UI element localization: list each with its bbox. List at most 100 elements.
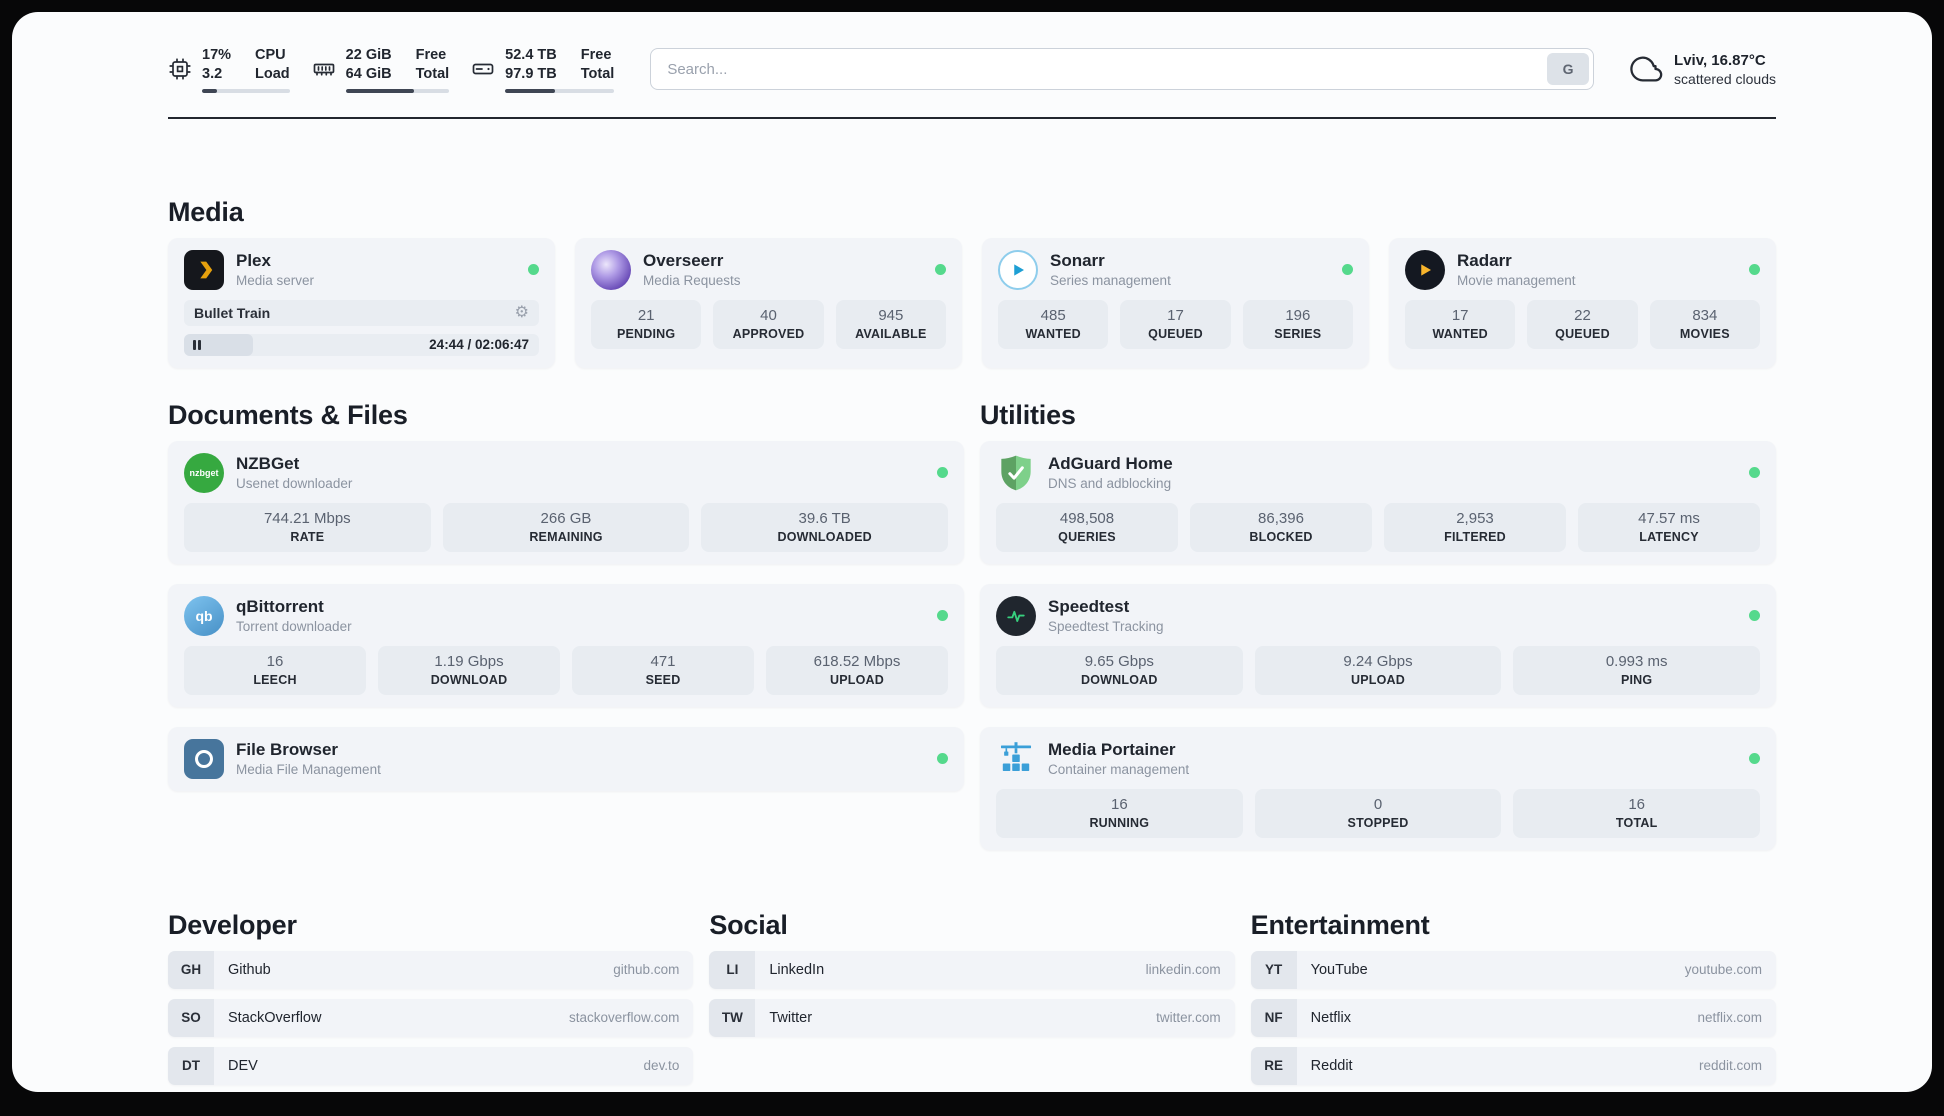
- app-card-speedtest[interactable]: Speedtest Speedtest Tracking 9.65 Gbps D…: [980, 583, 1776, 707]
- stat-label: SEED: [645, 672, 681, 687]
- bookmark-name: StackOverflow: [228, 1009, 322, 1026]
- search-input[interactable]: [655, 60, 1548, 78]
- stat-label: RATE: [290, 529, 325, 544]
- stat-label: UPLOAD: [1351, 672, 1405, 687]
- ram-usage-bar: [345, 88, 450, 93]
- stat-label: PING: [1620, 672, 1653, 687]
- section-heading-developer: Developer: [168, 909, 297, 940]
- stat-box: 17 QUEUED: [1120, 299, 1231, 349]
- bookmark-dev[interactable]: DT DEV dev.to: [168, 1046, 694, 1085]
- stat-box: 9.65 Gbps DOWNLOAD: [996, 645, 1243, 695]
- bookmark-url: netflix.com: [1697, 1010, 1762, 1026]
- app-subtitle: DNS and adblocking: [1048, 476, 1172, 492]
- bookmark-twitter[interactable]: TW Twitter twitter.com: [709, 998, 1235, 1037]
- bookmark-url: reddit.com: [1698, 1058, 1762, 1074]
- portainer-icon: [996, 739, 1036, 779]
- social-section: Social LI LinkedIn linkedin.com TW Twitt…: [709, 910, 1235, 1047]
- bookmark-url: twitter.com: [1156, 1010, 1221, 1026]
- stat-label: QUEUED: [1148, 326, 1203, 341]
- stat-value: 471: [650, 652, 676, 670]
- status-dot: [1749, 610, 1760, 622]
- bookmark-name: Twitter: [769, 1009, 813, 1026]
- cpu-widget: 17% 3.2 CPU Load: [168, 46, 290, 93]
- stat-value: 2,953: [1456, 509, 1494, 527]
- plex-icon: [184, 249, 224, 290]
- stat-value: 834: [1692, 306, 1718, 324]
- bookmark-youtube[interactable]: YT YouTube youtube.com: [1250, 950, 1776, 989]
- system-stats: 17% 3.2 CPU Load: [168, 46, 615, 93]
- cpu-chip-icon: [168, 57, 192, 81]
- playback-progress-bar[interactable]: 24:44 / 02:06:47: [184, 333, 539, 356]
- app-name: Overseerr: [643, 251, 724, 271]
- app-card-filebrowser[interactable]: File Browser Media File Management: [168, 726, 964, 791]
- gear-icon[interactable]: ⚙: [514, 303, 529, 321]
- stat-label: DOWNLOADED: [777, 529, 872, 544]
- disk-free-value: 52.4 TB: [505, 47, 557, 63]
- bookmark-url: linkedin.com: [1145, 962, 1221, 978]
- section-heading-media: Media: [168, 196, 244, 227]
- section-heading-utilities: Utilities: [980, 399, 1076, 430]
- stat-label: REMAINING: [529, 529, 603, 544]
- hard-drive-icon: [471, 57, 495, 81]
- stat-box: 834 MOVIES: [1649, 299, 1760, 349]
- stat-label: LEECH: [253, 672, 297, 687]
- stat-value: 9.65 Gbps: [1084, 652, 1154, 670]
- app-card-sonarr[interactable]: Sonarr Series management 485 WANTED 17 Q…: [982, 237, 1369, 368]
- stat-box: 16 LEECH: [184, 645, 366, 695]
- stat-value: 17: [1167, 306, 1184, 324]
- bookmark-github[interactable]: GH Github github.com: [168, 950, 694, 989]
- bookmark-name: LinkedIn: [769, 961, 825, 978]
- cpu-load-value: 3.2: [202, 65, 223, 82]
- disk-widget: 52.4 TB 97.9 TB Free Total: [471, 46, 615, 93]
- search-engine-button[interactable]: G: [1547, 53, 1590, 86]
- stat-label: SERIES: [1274, 326, 1322, 341]
- stat-box: 39.6 TB DOWNLOADED: [701, 502, 948, 552]
- app-card-portainer[interactable]: Media Portainer Container management 16 …: [980, 726, 1776, 850]
- app-card-nzbget[interactable]: nzbget NZBGet Usenet downloader 744.21 M…: [168, 440, 964, 564]
- app-name: Sonarr: [1050, 251, 1105, 271]
- app-subtitle: Container management: [1048, 762, 1190, 778]
- bookmark-netflix[interactable]: NF Netflix netflix.com: [1250, 998, 1776, 1037]
- pause-icon[interactable]: [193, 339, 201, 350]
- bookmark-url: dev.to: [643, 1058, 680, 1074]
- stat-label: PENDING: [616, 326, 676, 341]
- bookmark-stackoverflow[interactable]: SO StackOverflow stackoverflow.com: [168, 998, 694, 1037]
- bookmark-url: github.com: [613, 962, 680, 978]
- stat-label: QUERIES: [1058, 529, 1116, 544]
- stat-label: DOWNLOAD: [430, 672, 508, 687]
- ram-free-label: Free: [415, 47, 447, 63]
- cpu-label: CPU: [255, 47, 286, 63]
- stat-box: 2,953 FILTERED: [1384, 502, 1566, 552]
- stat-box: 196 SERIES: [1242, 299, 1353, 349]
- app-card-adguard[interactable]: AdGuard Home DNS and adblocking 498,508 …: [980, 440, 1776, 564]
- stat-label: QUEUED: [1555, 326, 1610, 341]
- disk-total-value: 97.9 TB: [505, 65, 557, 82]
- stat-value: 40: [760, 306, 777, 324]
- dashboard-page: 17% 3.2 CPU Load: [12, 12, 1932, 1092]
- filebrowser-icon: [184, 738, 224, 779]
- ram-total-label: Total: [415, 65, 450, 82]
- radarr-icon: [1405, 249, 1445, 290]
- status-dot: [937, 610, 948, 622]
- stat-label: FILTERED: [1444, 529, 1506, 544]
- app-card-overseerr[interactable]: Overseerr Media Requests 21 PENDING 40 A…: [575, 237, 962, 368]
- app-card-qbittorrent[interactable]: qb qBittorrent Torrent downloader 16 LEE…: [168, 583, 964, 707]
- bookmark-abbr: DT: [168, 1046, 214, 1085]
- stat-box: 1.19 Gbps DOWNLOAD: [378, 645, 560, 695]
- app-subtitle: Movie management: [1457, 273, 1576, 289]
- bookmark-linkedin[interactable]: LI LinkedIn linkedin.com: [709, 950, 1235, 989]
- stat-value: 498,508: [1059, 509, 1115, 527]
- app-card-radarr[interactable]: Radarr Movie management 17 WANTED 22 QUE…: [1389, 237, 1776, 368]
- stat-label: DOWNLOAD: [1081, 672, 1158, 687]
- bookmark-reddit[interactable]: RE Reddit reddit.com: [1250, 1046, 1776, 1085]
- overseerr-icon: [591, 249, 631, 290]
- app-subtitle: Speedtest Tracking: [1048, 619, 1164, 635]
- app-card-plex[interactable]: Plex Media server Bullet Train ⚙ 24:44 /…: [168, 237, 555, 368]
- section-heading-documents: Documents & Files: [168, 399, 408, 430]
- stat-label: UPLOAD: [830, 672, 884, 687]
- bookmark-name: DEV: [228, 1057, 258, 1074]
- stat-value: 16: [1110, 795, 1128, 813]
- app-subtitle: Media server: [236, 273, 315, 289]
- stat-box: 9.24 Gbps UPLOAD: [1254, 645, 1502, 695]
- weather-widget: Lviv, 16.87°C scattered clouds: [1630, 52, 1776, 87]
